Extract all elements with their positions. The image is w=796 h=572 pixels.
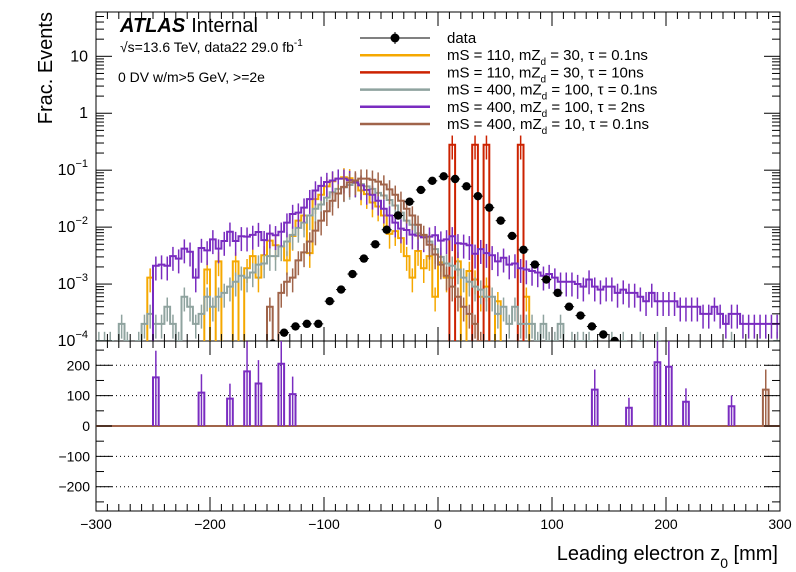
data-point [450, 174, 460, 184]
data-point [371, 240, 380, 249]
x-tick-label: −200 [194, 516, 226, 532]
data-point [336, 285, 346, 294]
data-point [269, 339, 276, 341]
data-point [553, 288, 562, 298]
series-0-histogram [146, 176, 531, 341]
legend-label: mS = 400, mZd = 100, τ = 0.1ns [447, 82, 657, 103]
legend-label: mS = 400, mZd = 10, τ = 0.1ns [447, 116, 649, 137]
data-point [519, 245, 528, 254]
x-axis-label-main: Leading electron z [557, 543, 720, 565]
y-tick-label: 1 [79, 105, 88, 122]
energy-text: √s=13.6 TeV, data22 29.0 fb [120, 39, 294, 55]
legend-label-data: data [447, 30, 477, 47]
data-point [599, 330, 608, 339]
x-axis-label-subscript: 0 [720, 555, 728, 571]
data-point [314, 319, 323, 329]
x-tick-label: −300 [80, 516, 112, 532]
lumi-exponent: -1 [294, 38, 303, 49]
y-tick-label: 10−3 [58, 272, 88, 293]
ratio-tick-label: −200 [58, 479, 90, 495]
legend-label: mS = 110, mZd = 30, τ = 0.1ns [447, 47, 648, 68]
data-point [291, 322, 300, 331]
series-2-histogram [96, 181, 780, 341]
x-tick-label: −100 [308, 516, 340, 532]
data-point [507, 231, 517, 241]
legend-label: mS = 400, mZd = 100, τ = 2ns [447, 99, 645, 120]
legend-label: mS = 110, mZd = 30, τ = 10ns [447, 64, 644, 85]
data-point [348, 269, 357, 279]
data-point [416, 185, 426, 195]
selection-text: 0 DV w/m>5 GeV, >=2e [118, 69, 265, 85]
data-point [610, 336, 619, 341]
y-tick-label: 10−1 [58, 158, 88, 179]
ratio-tick-label: 200 [67, 357, 91, 373]
y-tick-label: 10−4 [58, 329, 88, 350]
data-point [428, 176, 437, 186]
atlas-label: ATLAS Internal [119, 15, 258, 37]
x-tick-label: 100 [540, 516, 564, 532]
data-point [473, 191, 483, 201]
data-point [496, 216, 505, 225]
x-tick-label: 200 [654, 516, 678, 532]
x-tick-label: 0 [434, 516, 442, 532]
y-tick-label: 10−2 [58, 215, 88, 236]
data-point [325, 297, 334, 306]
x-axis-label-unit: [mm] [728, 543, 778, 565]
data-point [359, 254, 369, 263]
x-tick-label: 300 [768, 516, 792, 532]
atlas-status: Internal [191, 15, 258, 37]
data-point [393, 211, 403, 220]
ratio-tick-label: 100 [67, 388, 91, 404]
data-point [485, 203, 494, 212]
data-point [405, 197, 414, 206]
y-tick-label: 10 [70, 48, 88, 65]
data-point [564, 302, 574, 311]
data-point [382, 225, 391, 234]
data-point [530, 260, 540, 269]
data-point [542, 275, 551, 284]
ratio-tick-label: −100 [58, 448, 90, 464]
data-point [439, 172, 448, 181]
energy-lumi-text: √s=13.6 TeV, data22 29.0 fb-1 [120, 38, 303, 55]
data-point [462, 182, 471, 191]
data-point [279, 328, 289, 337]
data-point [302, 319, 312, 329]
x-axis-label: Leading electron z0 [mm] [557, 543, 778, 571]
series-4-histogram [266, 177, 485, 341]
atlas-logo-text: ATLAS [119, 15, 186, 37]
ratio-tick-label: 0 [82, 418, 90, 434]
y-axis-label: Frac. Events [35, 12, 57, 124]
data-point [587, 322, 597, 331]
data-point [576, 311, 585, 320]
